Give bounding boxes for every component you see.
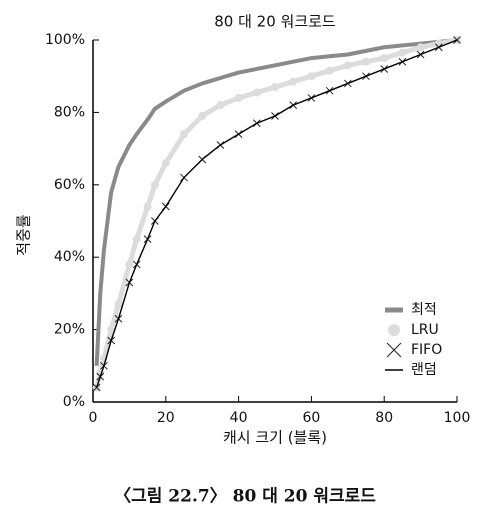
- point: [143, 202, 152, 211]
- point: [398, 48, 407, 57]
- legend-label: 랜덤: [411, 362, 437, 378]
- x-axis-label: 캐시 크기 (블록): [223, 429, 327, 447]
- y-tick-label: 80%: [54, 104, 85, 120]
- point: [198, 112, 207, 121]
- y-tick-label: 40%: [54, 249, 85, 265]
- caption: 〈그림 22.7〉 80 대 20 워크로드: [114, 486, 376, 507]
- point: [114, 300, 123, 309]
- point: [325, 66, 334, 75]
- point: [234, 93, 243, 102]
- point: [252, 88, 261, 97]
- point: [161, 159, 170, 168]
- point: [343, 61, 352, 70]
- point: [216, 101, 225, 110]
- x-tick-label: 0: [89, 410, 98, 426]
- x-tick-label: 100: [444, 410, 471, 426]
- point: [416, 43, 425, 52]
- y-tick-label: 60%: [54, 177, 85, 193]
- point: [307, 72, 316, 81]
- y-axis-label: 적중률: [15, 214, 33, 256]
- y-tick-label: 20%: [54, 322, 85, 338]
- legend-label: LRU: [411, 322, 439, 338]
- series-line: [95, 39, 458, 388]
- point: [150, 180, 159, 189]
- x-tick-label: 60: [302, 410, 320, 426]
- series-line: [94, 37, 458, 389]
- point: [107, 325, 116, 334]
- point: [380, 54, 389, 63]
- point: [125, 260, 134, 269]
- point: [271, 83, 279, 92]
- legend-swatch: [388, 324, 400, 336]
- series-line: [94, 38, 458, 366]
- legend-swatch: [386, 342, 402, 358]
- x-tick-label: 80: [375, 410, 393, 426]
- point: [180, 130, 188, 139]
- x-tick-label: 40: [230, 410, 248, 426]
- legend-label: FIFO: [411, 342, 442, 358]
- legend-label: 최적: [411, 302, 437, 318]
- point: [362, 57, 370, 66]
- chart-title: 80 대 20 워크로드: [214, 13, 336, 31]
- x-tick-label: 20: [157, 410, 175, 426]
- point: [289, 77, 298, 86]
- point: [132, 235, 141, 244]
- y-tick-label: 0%: [63, 394, 85, 410]
- y-tick-label: 100%: [45, 32, 85, 48]
